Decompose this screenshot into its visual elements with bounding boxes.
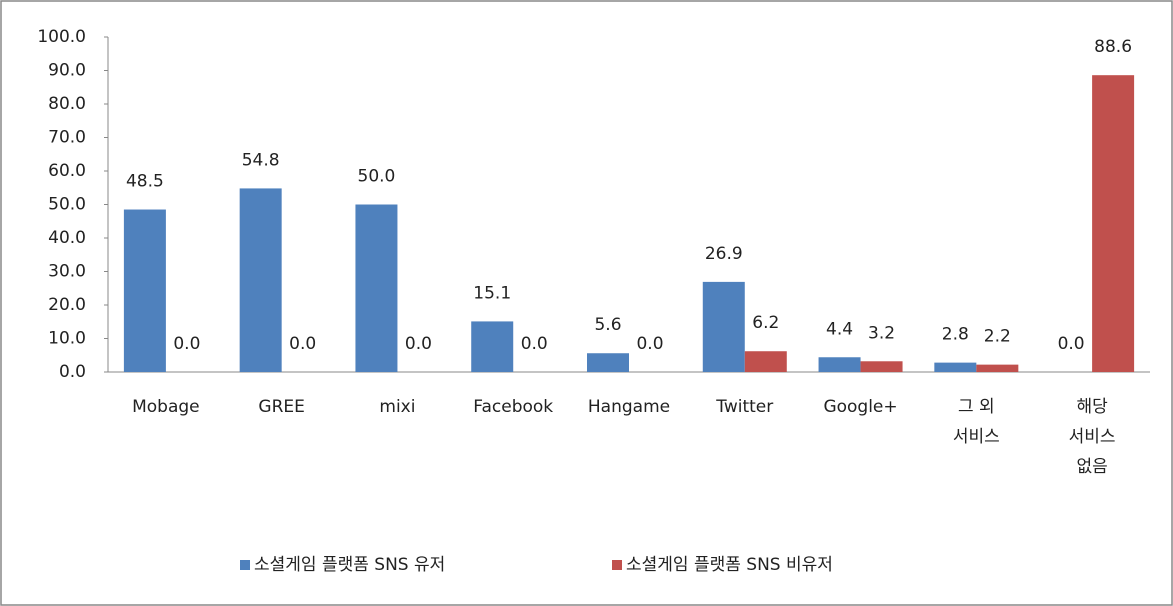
x-tick-label: Twitter <box>716 397 774 417</box>
bar <box>976 364 1019 372</box>
bar <box>587 353 629 372</box>
bar <box>934 362 977 372</box>
bar <box>702 281 745 372</box>
data-label: 6.2 <box>752 313 779 333</box>
bar <box>860 361 903 372</box>
legend-label: 소셜게임 플랫폼 SNS 유저 <box>254 555 445 575</box>
x-tick-label: 해당 서비스 없음 <box>1068 397 1116 477</box>
data-label: 0.0 <box>636 334 663 354</box>
data-label: 15.1 <box>473 283 511 303</box>
y-tick-label: 50.0 <box>48 195 86 215</box>
y-tick-label: 40.0 <box>48 228 86 248</box>
x-tick-label: 그 외 서비스 <box>952 397 1000 447</box>
data-label: 48.5 <box>126 172 164 192</box>
y-tick-label: 30.0 <box>48 262 86 282</box>
x-tick-label: GREE <box>258 397 305 417</box>
data-label: 3.2 <box>868 323 895 343</box>
data-label: 0.0 <box>173 334 200 354</box>
bar <box>123 209 166 372</box>
y-tick-label: 70.0 <box>48 128 86 148</box>
y-tick-label: 60.0 <box>48 161 86 181</box>
data-label: 26.9 <box>705 244 743 264</box>
bar <box>744 351 787 372</box>
y-tick-label: 0.0 <box>59 362 86 382</box>
data-label: 0.0 <box>521 334 548 354</box>
x-tick-label: Facebook <box>473 397 554 417</box>
y-tick-label: 10.0 <box>48 329 86 349</box>
bar <box>818 357 861 372</box>
x-tick-label: mixi <box>379 397 416 417</box>
data-label: 4.4 <box>826 319 853 339</box>
y-tick-label: 90.0 <box>48 61 86 81</box>
data-label: 50.0 <box>358 167 396 187</box>
bar <box>1092 75 1135 372</box>
bar <box>471 321 514 372</box>
data-label: 0.0 <box>289 334 316 354</box>
data-label: 54.8 <box>242 150 280 170</box>
data-label: 0.0 <box>1058 334 1085 354</box>
legend-swatch <box>612 560 622 570</box>
x-tick-label: Google+ <box>823 397 898 417</box>
legend-label: 소셜게임 플랫폼 SNS 비유저 <box>626 555 833 575</box>
y-tick-label: 20.0 <box>48 295 86 315</box>
x-tick-label: Hangame <box>587 397 671 417</box>
legend-swatch <box>240 560 250 570</box>
data-label: 5.6 <box>594 315 621 335</box>
data-label: 88.6 <box>1094 37 1132 57</box>
bar <box>355 204 398 372</box>
data-label: 0.0 <box>405 334 432 354</box>
bar <box>239 188 282 372</box>
y-tick-label: 80.0 <box>48 94 86 114</box>
data-label: 2.8 <box>942 325 969 345</box>
data-label: 2.2 <box>984 327 1011 347</box>
y-tick-label: 100.0 <box>37 27 86 47</box>
x-tick-label: Mobage <box>132 397 200 417</box>
